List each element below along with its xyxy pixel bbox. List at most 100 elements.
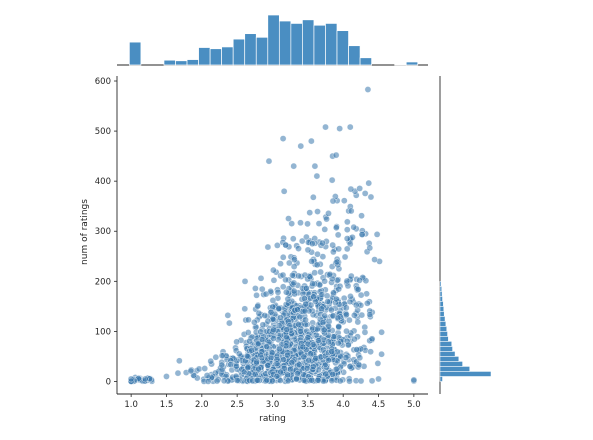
scatter-point — [333, 224, 340, 232]
x-histogram-bar — [198, 47, 211, 66]
scatter-point — [346, 377, 353, 385]
scatter-point — [347, 272, 355, 280]
scatter-point — [332, 365, 340, 373]
scatter-point — [358, 311, 366, 319]
scatter-point — [350, 223, 358, 231]
scatter-point — [341, 253, 349, 261]
scatter-point — [220, 377, 228, 385]
scatter-point — [361, 190, 369, 197]
y-histogram-bar — [439, 326, 447, 332]
scatter-point — [295, 321, 302, 328]
scatter-point — [302, 316, 309, 324]
scatter-point — [325, 338, 332, 346]
scatter-point — [282, 342, 290, 350]
scatter-point — [356, 277, 363, 284]
x-tick-label: 1.5 — [160, 400, 174, 410]
scatter-point — [255, 365, 262, 373]
scatter-point — [334, 231, 342, 239]
scatter-point — [366, 311, 374, 318]
scatter-point — [366, 244, 374, 252]
scatter-point — [334, 314, 342, 322]
scatter-point — [201, 365, 209, 372]
scatter-point — [127, 375, 135, 383]
x-tick-label: 3.5 — [301, 400, 315, 410]
scatter-point — [314, 208, 321, 215]
scatter-point — [322, 370, 329, 378]
scatter-point — [317, 268, 324, 276]
scatter-point — [319, 319, 327, 326]
scatter-point — [267, 308, 275, 316]
scatter-point — [309, 280, 316, 288]
scatter-point — [285, 215, 292, 222]
scatter-point — [371, 256, 378, 263]
scatter-point — [261, 312, 269, 319]
scatter-point — [243, 352, 251, 360]
scatter-point — [306, 273, 314, 281]
scatter-point — [275, 305, 283, 312]
y-histogram-bar — [439, 376, 443, 382]
scatter-point — [279, 283, 287, 291]
scatter-point — [347, 293, 354, 300]
scatter-point — [304, 334, 312, 341]
y-histogram-bar — [439, 296, 443, 302]
scatter-point — [258, 285, 266, 293]
scatter-point — [314, 250, 321, 258]
scatter-point — [227, 361, 235, 368]
scatter-point — [333, 258, 341, 266]
scatter-point — [313, 261, 321, 269]
y-histogram-bar — [439, 331, 448, 337]
scatter-point — [254, 302, 261, 310]
scatter-point — [357, 377, 365, 385]
y-tick-label: 500 — [95, 127, 111, 137]
scatter-point — [273, 360, 281, 368]
scatter-point — [299, 343, 307, 351]
y-axis-label: num of ratings — [80, 199, 90, 265]
x-histogram-bar — [244, 33, 257, 66]
scatter-point — [357, 291, 365, 299]
scatter-point — [347, 185, 355, 193]
scatter-point — [328, 306, 335, 314]
scatter-point — [295, 361, 303, 368]
y-tick-label: 0 — [106, 377, 111, 387]
x-histogram-bar — [348, 45, 361, 66]
x-tick-label: 3.0 — [266, 400, 280, 410]
scatter-point — [295, 245, 302, 252]
scatter-point — [335, 323, 342, 330]
scatter-point — [378, 350, 385, 358]
scatter-point — [308, 376, 316, 384]
scatter-point — [262, 290, 270, 298]
scatter-point — [284, 377, 292, 385]
scatter-point — [290, 279, 298, 287]
scatter-point — [255, 309, 263, 317]
scatter-point — [325, 322, 332, 330]
y-tick-label: 300 — [95, 227, 111, 237]
scatter-point — [305, 357, 313, 364]
scatter-point — [276, 345, 283, 353]
scatter-point — [289, 235, 297, 243]
x-marginal-histogram — [117, 14, 428, 66]
scatter-point — [308, 258, 315, 265]
scatter-point — [322, 123, 329, 131]
x-histogram-bar — [209, 48, 223, 66]
scatter-point — [291, 256, 298, 263]
scatter-point — [343, 226, 351, 233]
scatter-point — [264, 362, 272, 369]
scatter-point — [298, 237, 306, 245]
y-tick-label: 100 — [95, 327, 111, 337]
scatter-point — [163, 373, 170, 380]
scatter-point — [284, 371, 291, 379]
scatter-point — [325, 357, 332, 364]
y-histogram-bar — [439, 281, 442, 287]
scatter-point — [294, 370, 301, 377]
scatter-point — [364, 299, 371, 307]
y-histogram-bar — [439, 351, 456, 357]
scatter-point — [288, 359, 296, 366]
scatter-point — [303, 285, 310, 292]
scatter-point — [226, 319, 233, 327]
scatter-point — [315, 220, 323, 227]
scatter-point — [365, 179, 373, 187]
x-histogram-bar — [313, 24, 326, 66]
x-histogram-bar — [163, 59, 176, 66]
scatter-point — [335, 339, 342, 347]
scatter-point — [321, 226, 329, 233]
